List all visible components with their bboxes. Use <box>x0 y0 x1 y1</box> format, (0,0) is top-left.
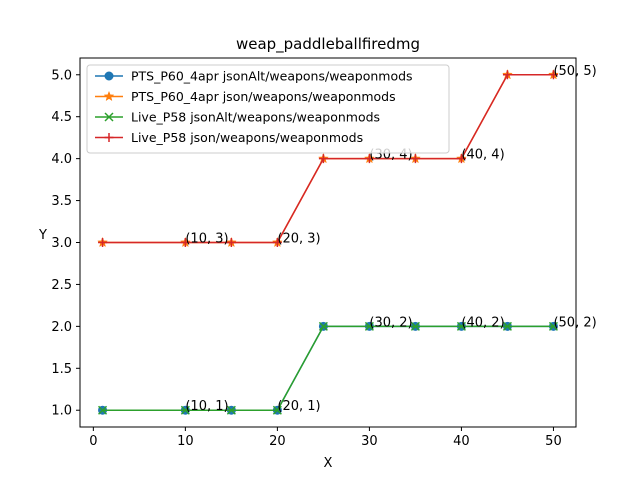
series-3 <box>98 70 558 247</box>
legend-label: Live_P58 jsonAlt/weapons/weaponmods <box>131 110 380 125</box>
point-annotation: (40, 2) <box>461 315 504 330</box>
point-annotation: (20, 1) <box>277 399 320 414</box>
y-tick-label: 2.5 <box>51 278 72 293</box>
point-annotation: (50, 5) <box>553 64 596 79</box>
point-annotation: (20, 3) <box>277 232 320 247</box>
series-3-point <box>456 154 466 164</box>
series-2-line <box>102 325 554 411</box>
legend-entry: Live_P58 jsonAlt/weapons/weaponmods <box>95 110 380 125</box>
x-tick-label: 50 <box>545 434 562 449</box>
x-tick-label: 20 <box>269 434 286 449</box>
series-1-point <box>103 90 115 102</box>
chart-title: weap_paddleballfiredmg <box>236 35 420 54</box>
x-tick-label: 0 <box>89 434 97 449</box>
series-3-point <box>548 70 558 80</box>
legend-entry: PTS_P60_4apr jsonAlt/weapons/weaponmods <box>95 69 413 84</box>
y-tick-label: 1.5 <box>51 362 72 377</box>
x-tick-label: 40 <box>453 434 470 449</box>
point-annotation: (40, 4) <box>461 148 504 163</box>
series-3-point <box>502 70 512 80</box>
point-annotation: (10, 1) <box>185 399 228 414</box>
legend-label: PTS_P60_4apr jsonAlt/weapons/weaponmods <box>131 69 413 84</box>
point-annotation: (50, 2) <box>553 315 596 330</box>
y-tick-label: 3.0 <box>51 236 72 251</box>
y-tick-label: 3.5 <box>51 194 72 209</box>
plot-area: 0 10 20 30 40 50 1.0 1.5 2.0 2.5 3.0 3.5 4.0 4.5 5.0 (1… <box>51 57 597 449</box>
series-2-point <box>226 405 236 415</box>
series-2-point <box>104 112 114 122</box>
y-tick-label: 5.0 <box>51 68 72 83</box>
series-3-point <box>180 238 190 247</box>
legend-box <box>86 64 450 154</box>
y-tick-label: 4.0 <box>51 152 72 167</box>
series-3-point <box>98 238 108 247</box>
series-2-point <box>180 405 190 415</box>
legend-label: PTS_P60_4apr json/weapons/weaponmods <box>131 89 396 104</box>
series-2-point <box>410 321 420 331</box>
series-2-point <box>364 321 374 331</box>
legend: PTS_P60_4apr jsonAlt/weapons/weaponmods P… <box>86 64 450 154</box>
legend-entry: PTS_P60_4apr json/weapons/weaponmods <box>95 89 396 104</box>
x-axis-label: X <box>324 456 333 471</box>
x-tick-label: 10 <box>177 434 194 449</box>
series-2-point <box>272 405 282 415</box>
series-2-point <box>502 321 512 331</box>
series-3-line <box>102 74 554 244</box>
y-tick-label: 4.5 <box>51 110 72 125</box>
series-2-point <box>98 405 108 415</box>
series-2 <box>98 321 558 415</box>
legend-label: Live_P58 json/weapons/weaponmods <box>131 130 363 145</box>
x-tick-label: 30 <box>361 434 378 449</box>
series-3-point <box>364 154 374 164</box>
series-2-point <box>548 321 558 331</box>
y-axis-label: Y <box>38 228 47 243</box>
legend-entry: Live_P58 json/weapons/weaponmods <box>95 130 363 145</box>
series-3-point <box>318 154 328 164</box>
series-3-point <box>104 133 114 142</box>
series-2-point <box>456 321 466 331</box>
series-3-point <box>272 238 282 247</box>
series-0-point <box>104 71 114 81</box>
y-tick-label: 1.0 <box>51 404 72 419</box>
point-annotation: (30, 2) <box>369 315 412 330</box>
series-3-point <box>410 154 420 164</box>
point-annotation: (10, 3) <box>185 232 228 247</box>
series-2-point <box>318 321 328 331</box>
series-3-point <box>226 238 236 247</box>
y-tick-label: 2.0 <box>51 320 72 335</box>
